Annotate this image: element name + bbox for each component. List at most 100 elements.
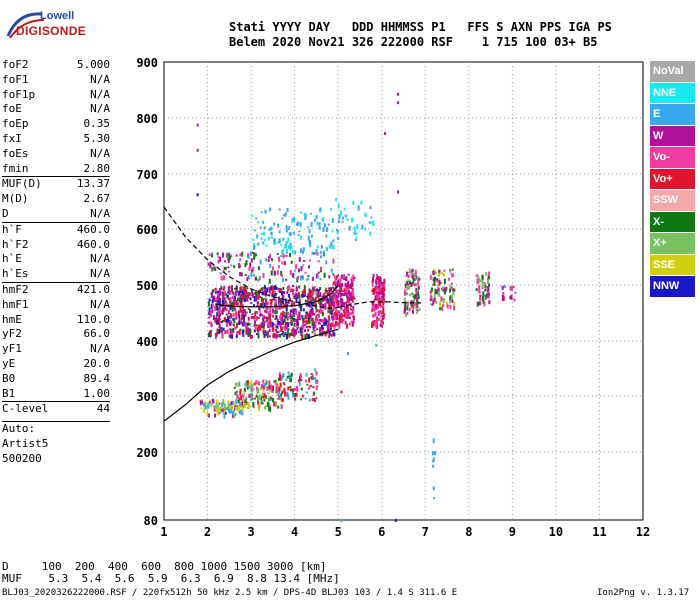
echo-point: [403, 297, 406, 303]
echo-point: [271, 266, 274, 271]
echo-point: [270, 270, 273, 276]
echo-point: [244, 383, 247, 387]
echo-point: [293, 328, 296, 331]
echo-point: [338, 283, 341, 288]
echo-point: [501, 296, 504, 302]
echo-point: [223, 297, 226, 302]
echo-point: [207, 332, 210, 338]
echo-point: [309, 311, 312, 316]
echo-point: [396, 92, 399, 96]
echo-point: [241, 291, 244, 297]
echo-point: [348, 301, 351, 305]
echo-point: [239, 299, 242, 302]
echo-point: [245, 311, 248, 314]
echo-point: [279, 307, 282, 310]
echo-point: [294, 397, 297, 401]
echo-point: [244, 311, 247, 317]
echo-point: [237, 397, 240, 403]
echo-point: [308, 318, 311, 324]
echo-point: [233, 386, 236, 389]
echo-point: [253, 304, 255, 308]
echo-point: [430, 287, 433, 292]
echo-point: [265, 379, 268, 385]
x-tick-label: 3: [247, 525, 254, 539]
echo-point: [248, 404, 251, 409]
echo-point: [346, 218, 349, 221]
echo-point: [317, 260, 320, 263]
echo-point: [228, 309, 231, 313]
x-tick-label: 8: [465, 525, 472, 539]
echo-point: [247, 316, 250, 321]
echo-point: [283, 387, 286, 393]
echo-point: [369, 206, 372, 209]
param-value: 44: [96, 402, 110, 416]
echo-point: [259, 394, 262, 400]
param-name: fmin: [2, 161, 29, 175]
echo-point: [212, 315, 215, 321]
echo-point: [447, 277, 450, 281]
echo-point: [231, 413, 234, 418]
echo-point: [279, 315, 282, 320]
echo-point: [344, 282, 347, 288]
echo-point: [277, 331, 280, 334]
echo-point: [247, 407, 249, 410]
echo-point: [289, 378, 292, 383]
echo-point: [271, 308, 274, 314]
echo-point: [380, 319, 383, 322]
echo-point: [344, 214, 347, 218]
echo-point: [484, 284, 487, 289]
echo-point: [297, 331, 300, 334]
echo-point: [314, 318, 317, 324]
echo-point: [270, 387, 273, 393]
echo-point: [442, 303, 445, 307]
echo-point: [320, 319, 323, 323]
param-value: 110.0: [76, 312, 110, 326]
param-row: h`F 460.0: [2, 221, 110, 238]
echo-point: [341, 292, 344, 296]
echo-point: [287, 394, 290, 400]
x-tick-label: 6: [378, 525, 385, 539]
echo-point: [280, 244, 283, 247]
echo-point: [264, 309, 267, 313]
echo-point: [411, 293, 414, 296]
echo-point: [343, 288, 346, 291]
echo-point: [264, 405, 267, 410]
echo-point: [294, 269, 296, 272]
echo-point: [242, 322, 245, 327]
echo-point: [220, 286, 223, 290]
echo-point: [351, 217, 353, 223]
echo-point: [336, 310, 339, 313]
echo-point: [298, 294, 301, 300]
echo-point: [268, 316, 271, 320]
echo-point: [405, 281, 408, 286]
echo-point: [319, 322, 322, 325]
echo-point: [219, 256, 222, 262]
echo-point: [233, 265, 236, 269]
echo-point: [259, 259, 262, 265]
echo-point: [342, 274, 345, 279]
echo-point: [221, 304, 224, 308]
echo-point: [298, 316, 301, 319]
echo-point: [287, 227, 290, 230]
echo-point: [351, 276, 354, 281]
echo-point: [323, 294, 326, 297]
echo-point: [307, 297, 310, 300]
echo-point: [229, 315, 231, 319]
echo-point: [335, 294, 338, 299]
echo-point: [268, 384, 271, 390]
echo-point: [335, 312, 338, 316]
param-row: hmE 110.0: [2, 313, 110, 328]
echo-point: [224, 260, 226, 263]
echo-point: [372, 278, 374, 281]
echo-point: [348, 317, 351, 320]
echo-point: [287, 328, 290, 331]
echo-point: [222, 270, 225, 273]
echo-point: [227, 408, 230, 412]
echo-point: [304, 334, 307, 340]
echo-point: [260, 313, 262, 317]
echo-point: [245, 293, 248, 298]
echo-point: [330, 241, 333, 247]
echo-point: [272, 314, 275, 318]
echo-point: [434, 288, 437, 294]
echo-point: [369, 231, 372, 236]
